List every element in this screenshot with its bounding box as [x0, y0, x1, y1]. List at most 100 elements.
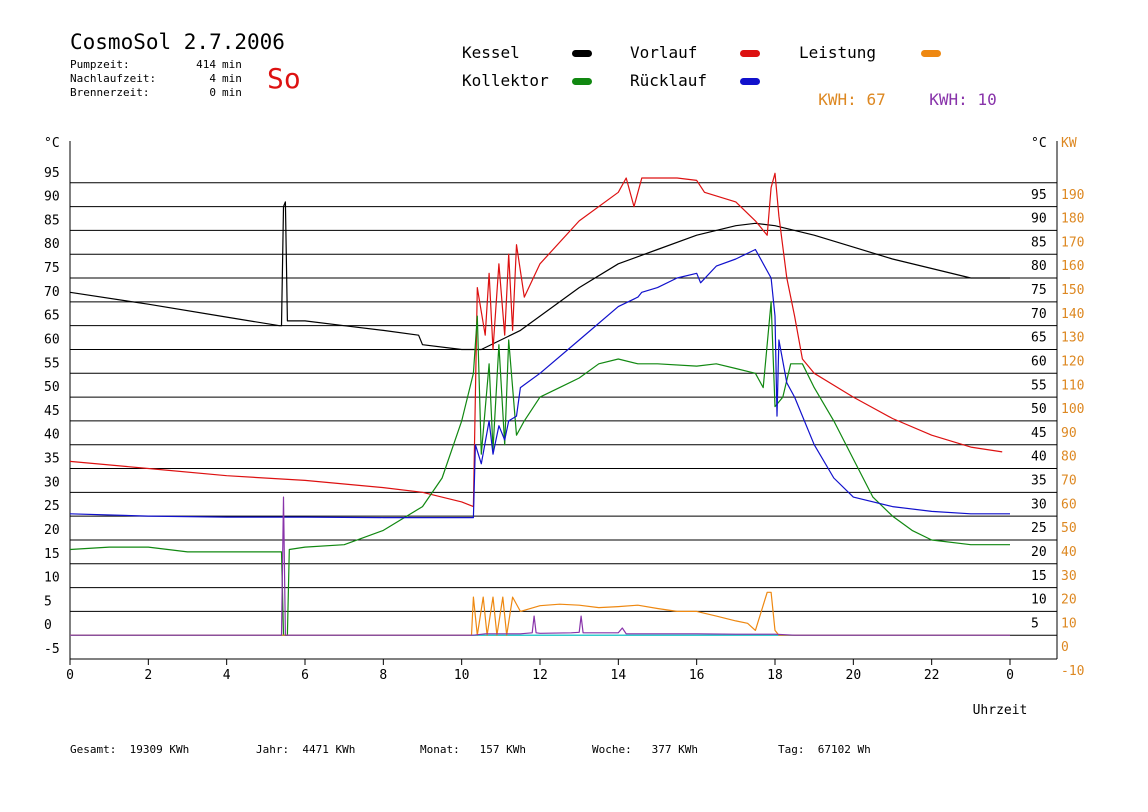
- y-tick-label-left: 25: [44, 499, 60, 514]
- footer-monat-label: Monat:: [420, 743, 460, 756]
- footer-tag-label: Tag:: [778, 743, 805, 756]
- kw-tick-label: 30: [1061, 569, 1077, 584]
- stat-label: Pumpzeit:: [70, 58, 130, 71]
- footer-jahr: Jahr: 4471 KWh: [256, 743, 355, 756]
- stat-unit: min: [222, 58, 242, 71]
- kw-tick-label: 20: [1061, 593, 1077, 608]
- footer-monat: Monat: 157 KWh: [420, 743, 526, 756]
- x-tick-label: 4: [223, 668, 231, 683]
- series-line-kwh: [70, 496, 1010, 636]
- kw-tick-label: 80: [1061, 450, 1077, 465]
- legend-kwh1: KWH: 67: [799, 71, 886, 109]
- y-tick-label-left: 75: [44, 261, 60, 276]
- y-tick-label-right: 60: [1031, 354, 1047, 369]
- series-line-vorlauf: [69, 172, 1003, 508]
- footer-tag: Tag: 67102 Wh: [778, 743, 871, 756]
- footer-jahr-value: 4471 KWh: [302, 743, 356, 756]
- footer-woche-value: 377 KWh: [651, 743, 698, 756]
- y-tick-label-left: 90: [44, 190, 60, 205]
- y-tick-label-right: 40: [1031, 450, 1047, 465]
- y-tick-label-left: 10: [44, 571, 60, 586]
- y-tick-label-left: 80: [44, 237, 60, 252]
- legend-kwh2-label: KWH:: [929, 90, 968, 109]
- x-tick-label: 20: [846, 668, 862, 683]
- legend-vorlauf-label: Vorlauf: [630, 43, 698, 62]
- legend-vorlauf-swatch: [740, 50, 760, 57]
- series-line-kessel: [69, 201, 1010, 351]
- kw-tick-label: 120: [1061, 354, 1084, 369]
- y-tick-label-right: 70: [1031, 307, 1047, 322]
- x-tick-label: 8: [379, 668, 387, 683]
- x-tick-label: 14: [611, 668, 627, 683]
- y-tick-label-right: 90: [1031, 212, 1047, 227]
- y-tick-label-left: 50: [44, 380, 60, 395]
- kw-axis-label: KW: [1061, 136, 1077, 151]
- y-tick-label-left: 0: [44, 618, 52, 633]
- stat-value: 4: [209, 72, 216, 85]
- y-tick-label-left: 60: [44, 332, 60, 347]
- legend-kollektor-swatch: [572, 78, 592, 85]
- y-tick-label-right: 50: [1031, 402, 1047, 417]
- y-tick-label-right: 95: [1031, 188, 1047, 203]
- kw-tick-label: 160: [1061, 259, 1084, 274]
- y-tick-label-right: 85: [1031, 235, 1047, 250]
- kw-tick-label: 40: [1061, 545, 1077, 560]
- x-tick-label: 0: [66, 668, 74, 683]
- series-line-ruecklauf: [69, 248, 1010, 519]
- y-tick-label-right: 35: [1031, 474, 1047, 489]
- kw-tick-label: 150: [1061, 283, 1084, 298]
- y-tick-label-left: -5: [44, 642, 60, 657]
- y-tick-label-left: 30: [44, 475, 60, 490]
- kw-tick-label: 170: [1061, 235, 1084, 250]
- stat-value: 0: [209, 86, 216, 99]
- x-tick-label: 0: [1006, 668, 1014, 683]
- y-tick-label-left: 45: [44, 404, 60, 419]
- series-line-kollektor: [69, 301, 1010, 636]
- y-tick-label-right: 30: [1031, 497, 1047, 512]
- kw-tick-label: 110: [1061, 378, 1084, 393]
- kw-tick-label: 50: [1061, 521, 1077, 536]
- legend-leistung-swatch: [921, 50, 941, 57]
- kw-tick-label: 10: [1061, 616, 1077, 631]
- legend-kwh1-value: 67: [866, 90, 886, 109]
- kw-tick-label: 60: [1061, 497, 1077, 512]
- chart-title: CosmoSol 2.7.2006: [70, 30, 285, 54]
- kw-tick-label: 130: [1061, 331, 1084, 346]
- legend-ruecklauf-swatch: [740, 78, 760, 85]
- stat-row: Brennerzeit: 0 min: [70, 86, 242, 99]
- footer-jahr-label: Jahr:: [256, 743, 290, 756]
- kw-tick-label: 180: [1061, 212, 1084, 227]
- kw-tick-label: 90: [1061, 426, 1077, 441]
- kw-tick-label: -10: [1061, 664, 1084, 679]
- footer-woche-label: Woche:: [592, 743, 632, 756]
- x-axis-label: Uhrzeit: [973, 703, 1028, 718]
- y-tick-label-left: 65: [44, 309, 60, 324]
- legend-kwh2: KWH: 10: [910, 71, 997, 109]
- stat-row: Pumpzeit: 414 min: [70, 58, 242, 71]
- series-line-leistung: [70, 591, 1010, 636]
- x-tick-label: 10: [454, 668, 470, 683]
- x-tick-label: 12: [532, 668, 548, 683]
- y-tick-label-left: 40: [44, 428, 60, 443]
- x-tick-label: 18: [767, 668, 783, 683]
- legend-kwh2-value: 10: [977, 90, 997, 109]
- y-tick-label-left: 20: [44, 523, 60, 538]
- legend-ruecklauf-label: Rücklauf: [630, 71, 708, 90]
- stat-value: 414: [196, 58, 216, 71]
- y-tick-label-right: 80: [1031, 259, 1047, 274]
- y-tick-label-left: 55: [44, 356, 60, 371]
- y-tick-label-right: 15: [1031, 569, 1047, 584]
- y-tick-label-left: 95: [44, 166, 60, 181]
- legend-kollektor-label: Kollektor: [462, 71, 549, 90]
- y-axis-label-left: °C: [44, 136, 60, 151]
- stat-unit: min: [222, 86, 242, 99]
- legend-kessel-label: Kessel: [462, 43, 520, 62]
- x-tick-label: 22: [924, 668, 940, 683]
- legend-kessel-swatch: [572, 50, 592, 57]
- kw-tick-label: 0: [1061, 640, 1069, 655]
- y-tick-label-right: 45: [1031, 426, 1047, 441]
- y-tick-label-right: 5: [1031, 616, 1039, 631]
- y-tick-label-left: 85: [44, 213, 60, 228]
- footer-tag-value: 67102 Wh: [817, 743, 871, 756]
